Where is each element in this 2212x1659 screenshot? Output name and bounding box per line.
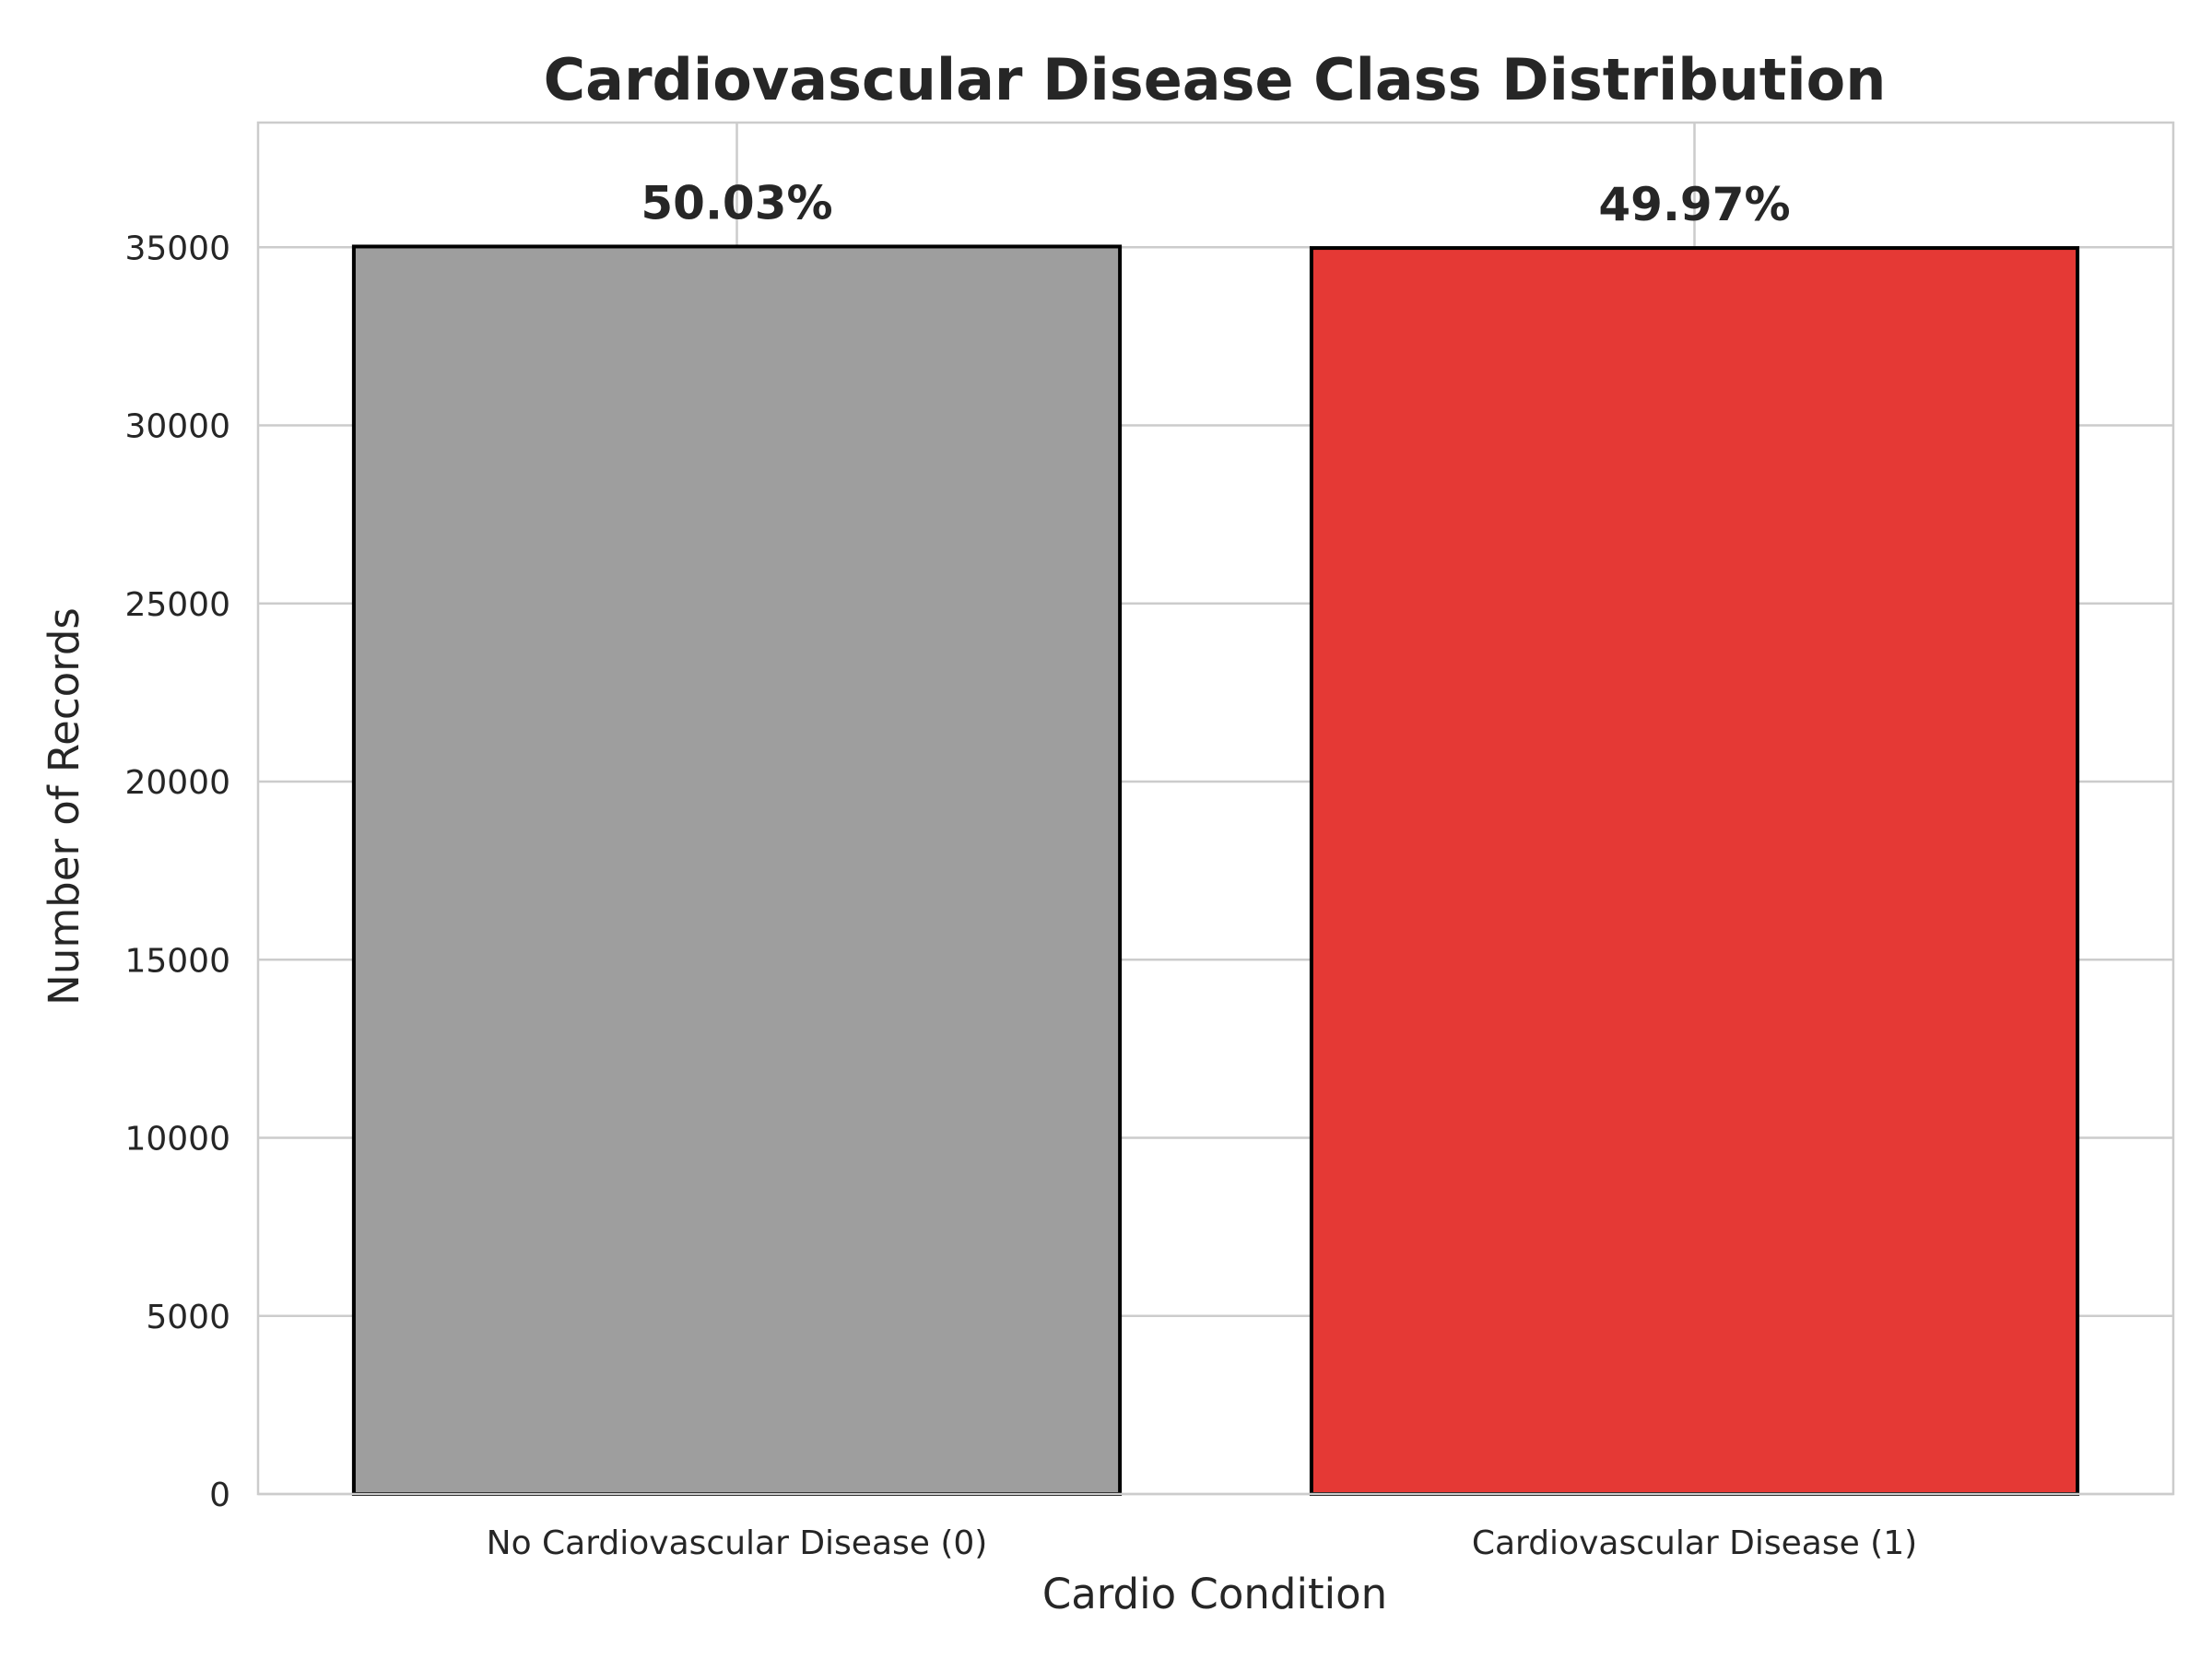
y-tick-label: 10000 [124,1121,230,1159]
y-tick-label: 15000 [124,942,230,980]
data-label-1: 49.97% [1598,178,1790,231]
y-tick-label: 5000 [146,1299,230,1336]
bars-layer [351,244,2080,1497]
bar-1 [1309,246,2080,1496]
y-tick-labels: 0 5000 10000 15000 20000 25000 30000 35000 [124,229,230,1514]
labels-layer: 50.03% 49.97% [641,176,1790,231]
data-label-0: 50.03% [641,176,832,229]
y-tick-label: 25000 [124,586,230,624]
y-tick-label: 20000 [124,764,230,802]
y-tick-label: 35000 [124,229,230,267]
y-tick-label: 0 [209,1477,230,1514]
x-tick-label-0: No Cardiovascular Disease (0) [487,1524,988,1562]
bar-0 [351,244,1123,1497]
chart-title: Cardiovascular Disease Class Distributio… [544,46,1887,113]
x-tick-label-1: Cardiovascular Disease (1) [1472,1524,1917,1562]
y-axis-label: Number of Records [40,607,88,1006]
y-tick-label: 30000 [124,408,230,446]
x-tick-labels: No Cardiovascular Disease (0) Cardiovascu… [487,1524,1918,1562]
plot-frame [256,121,2175,1496]
x-axis-label: Cardio Condition [1042,1570,1387,1618]
